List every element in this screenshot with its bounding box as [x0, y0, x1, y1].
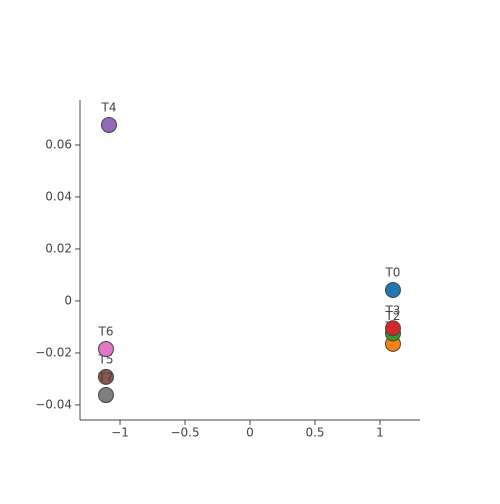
point: [384, 282, 401, 299]
point-label: T4: [100, 100, 116, 114]
point: [97, 387, 114, 404]
y-tick-label: 0.02: [45, 241, 72, 255]
point: [384, 320, 401, 337]
point-label: T3: [384, 304, 400, 318]
point-label: T7: [98, 371, 114, 385]
point: [100, 116, 117, 133]
point-label: T0: [384, 266, 400, 280]
point: [97, 341, 114, 358]
y-tick-label: 0: [64, 293, 72, 307]
x-tick-label: −1: [111, 426, 129, 440]
x-tick-label: 1: [376, 426, 384, 440]
y-tick-label: 0.04: [45, 189, 72, 203]
x-tick-label: 0.5: [305, 426, 324, 440]
y-tick-label: 0.06: [45, 137, 72, 151]
y-tick-label: −0.04: [35, 397, 72, 411]
x-tick-label: −0.5: [170, 426, 199, 440]
point-label: T2: [384, 309, 400, 323]
point-label: T6: [98, 325, 114, 339]
y-tick-label: −0.02: [35, 345, 72, 359]
point: [97, 368, 114, 385]
x-tick-label: 0: [246, 426, 254, 440]
